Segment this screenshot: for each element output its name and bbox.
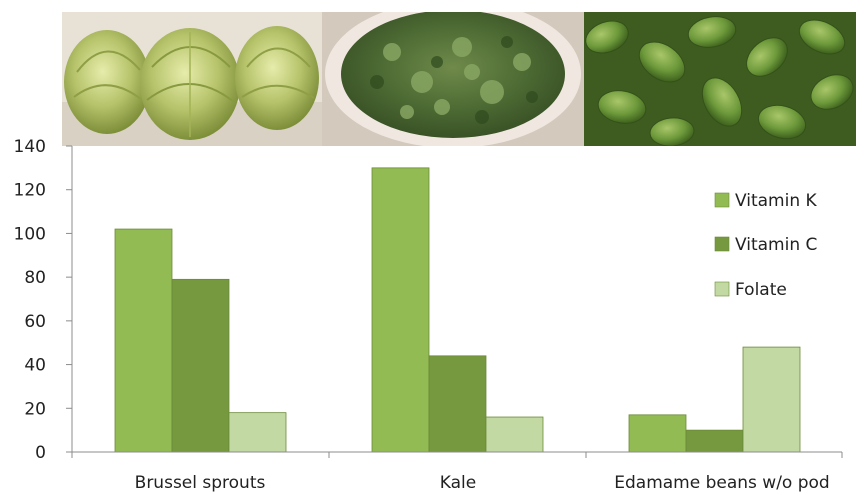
bar-folate-0 xyxy=(228,412,287,453)
legend-label: Vitamin K xyxy=(735,191,818,211)
y-tick-label: 140 xyxy=(14,137,46,157)
y-tick-label: 0 xyxy=(35,443,46,463)
y-axis: 0 20 40 60 80 100 120 140 xyxy=(14,137,73,463)
category-label: Kale xyxy=(440,473,476,493)
legend-swatch-vitamin-k xyxy=(714,192,730,208)
bar-vitamin-k-0 xyxy=(114,228,173,453)
bar-vitamin-k-1 xyxy=(371,167,430,453)
bar-folate-1 xyxy=(485,416,544,453)
category-label: Brussel sprouts xyxy=(135,473,266,493)
x-axis: Brussel sprouts Kale Edamame beans w/o pod xyxy=(71,451,843,493)
vegetable-photos-strip xyxy=(62,12,856,146)
y-tick-label: 120 xyxy=(14,181,46,201)
legend-swatch-folate xyxy=(714,281,730,297)
legend-label: Folate xyxy=(735,280,787,300)
bar-vitamin-c-1 xyxy=(428,355,487,453)
bar-vitamin-c-2 xyxy=(685,429,744,453)
y-tick-label: 40 xyxy=(24,356,46,376)
bar-vitamin-k-2 xyxy=(628,414,687,453)
kale-photo xyxy=(322,12,584,146)
brussel-sprouts-photo xyxy=(62,12,322,146)
bars xyxy=(114,167,801,453)
legend: Vitamin K Vitamin C Folate xyxy=(714,191,818,300)
y-tick-label: 80 xyxy=(24,268,46,288)
category-label: Edamame beans w/o pod xyxy=(614,473,829,493)
y-tick-label: 100 xyxy=(14,224,46,244)
y-tick-label: 60 xyxy=(24,312,46,332)
legend-swatch-vitamin-c xyxy=(714,236,730,252)
y-tick-label: 20 xyxy=(24,399,46,419)
edamame-photo xyxy=(584,12,856,146)
bar-vitamin-c-0 xyxy=(171,278,230,453)
bar-folate-2 xyxy=(742,346,801,453)
legend-label: Vitamin C xyxy=(735,235,817,255)
